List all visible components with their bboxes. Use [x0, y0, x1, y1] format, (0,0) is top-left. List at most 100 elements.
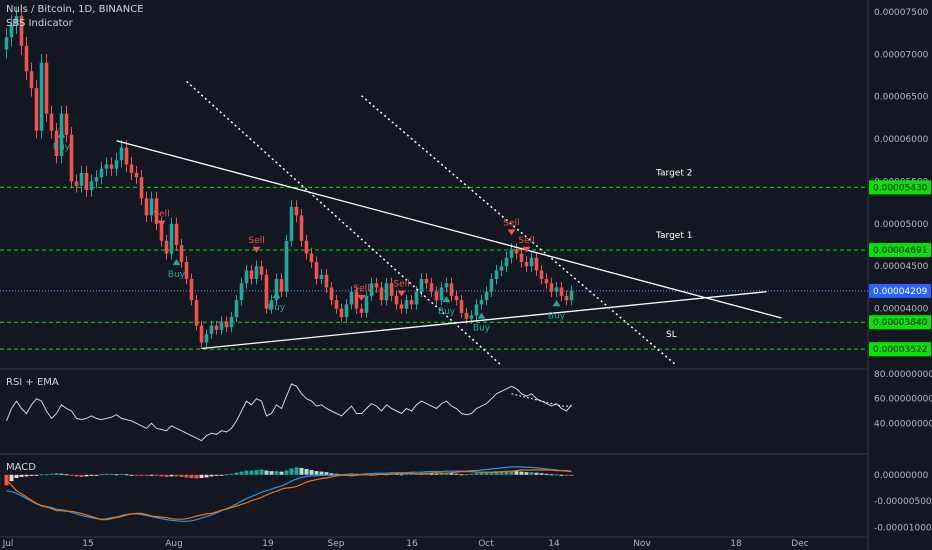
time-axis-tick-label: 14	[548, 539, 560, 549]
macd-histogram-bar	[484, 472, 489, 475]
macd-histogram-bar	[129, 474, 134, 476]
candle-body	[389, 283, 394, 296]
macd-histogram-bar	[54, 473, 59, 475]
macd-histogram-bar	[19, 474, 24, 477]
macd-histogram-bar	[289, 468, 294, 475]
candle-body	[234, 300, 239, 318]
macd-histogram-bar	[554, 474, 559, 476]
macd-axis-tick-label: -0.00001000	[874, 524, 932, 534]
candle-body	[349, 291, 354, 305]
rsi-line	[6, 383, 572, 442]
macd-histogram-bar	[309, 470, 314, 475]
macd-histogram-bar	[564, 474, 569, 476]
candle-body	[539, 270, 544, 279]
macd-histogram-bar	[194, 474, 199, 479]
candle-body	[179, 245, 184, 263]
macd-histogram-bar	[559, 474, 564, 476]
candle-body	[79, 172, 84, 186]
descending-resistance-line	[116, 140, 782, 319]
macd-histogram-bar	[189, 474, 194, 478]
time-axis-tick-label: 18	[730, 539, 742, 549]
sell-signal-arrow	[157, 220, 166, 227]
candle-body	[44, 62, 49, 114]
candle-body	[84, 172, 89, 190]
candle-body	[489, 278, 494, 292]
candle-body	[269, 300, 274, 309]
sell-signal-label: Sell	[353, 284, 369, 294]
macd-histogram-bar	[124, 474, 129, 476]
macd-histogram-bar	[539, 473, 544, 475]
candle-body	[564, 295, 569, 301]
macd-histogram-bar	[39, 474, 44, 476]
candle-body	[414, 291, 419, 305]
candle-body	[369, 283, 374, 296]
sell-signal-label: Sell	[503, 218, 519, 228]
macd-histogram-bar	[34, 474, 39, 476]
rsi-axis-tick-label: 60.00000000	[874, 395, 932, 405]
candle-body	[184, 262, 189, 279]
macd-histogram-bar	[79, 474, 84, 477]
macd-histogram-bar	[149, 474, 154, 476]
candle-body	[224, 321, 229, 328]
price-axis-tick-label: 0.00006500	[874, 93, 929, 103]
macd-histogram-bar	[89, 474, 94, 476]
level-price-tag	[869, 342, 931, 357]
rsi-axis-tick-label: 40.00000000	[874, 419, 932, 429]
candle-body	[209, 325, 214, 335]
time-axis-tick-label: 19	[262, 539, 274, 549]
candle-body	[304, 240, 309, 254]
macd-histogram-bar	[229, 473, 234, 475]
candle-body	[284, 240, 289, 292]
macd-histogram-bar	[104, 473, 109, 475]
candle-body	[474, 304, 479, 316]
sell-signal-arrow	[522, 246, 531, 253]
candle-body	[559, 287, 564, 296]
macd-histogram-bar	[329, 473, 334, 475]
macd-histogram-bar	[509, 470, 514, 475]
candle-body	[354, 291, 359, 309]
candle-body	[199, 325, 204, 343]
time-axis-tick-label: Oct	[478, 539, 494, 549]
macd-histogram-bar	[459, 474, 464, 476]
level-price-tag	[869, 180, 931, 195]
candle-body	[99, 168, 104, 178]
candle-body	[479, 300, 484, 305]
sell-signal-label: Sell	[153, 210, 169, 220]
buy-signal-label: Buy	[473, 324, 491, 334]
candle-body	[134, 172, 139, 178]
ascending-support-line	[201, 291, 767, 350]
candle-body	[154, 198, 159, 224]
candle-body	[309, 253, 314, 263]
macd-histogram-bar	[504, 470, 509, 475]
macd-histogram-bar	[274, 471, 279, 475]
candle-body	[419, 278, 424, 292]
candle-body	[274, 278, 279, 301]
candle-body	[514, 249, 519, 254]
candle-body	[74, 181, 79, 186]
candle-body	[229, 317, 234, 328]
macd-histogram-bar	[284, 470, 289, 475]
candle-body	[484, 291, 489, 301]
last-price-label: 0.00004209	[873, 287, 928, 297]
sell-signal-arrow	[507, 229, 516, 236]
macd-histogram-bar	[99, 474, 104, 476]
macd-histogram-bar	[259, 469, 264, 475]
candle-body	[359, 308, 364, 313]
macd-histogram-bar	[234, 472, 239, 475]
time-axis-tick-label: Aug	[165, 539, 183, 549]
candle-body	[94, 177, 99, 182]
buy-signal-arrow	[57, 131, 66, 138]
sell-signal-label: Sell	[518, 236, 534, 246]
sell-signal-label: Sell	[393, 279, 409, 289]
candle-body	[444, 283, 449, 288]
candle-body	[409, 300, 414, 305]
level-annotation: SL	[666, 330, 677, 340]
macd-histogram-bar	[319, 471, 324, 475]
macd-histogram-bar	[29, 474, 34, 476]
macd-histogram-bar	[299, 467, 304, 475]
macd-label: MACD	[6, 462, 36, 473]
candle-body	[249, 270, 254, 279]
candle-body	[49, 113, 54, 131]
candle-body	[294, 206, 299, 216]
